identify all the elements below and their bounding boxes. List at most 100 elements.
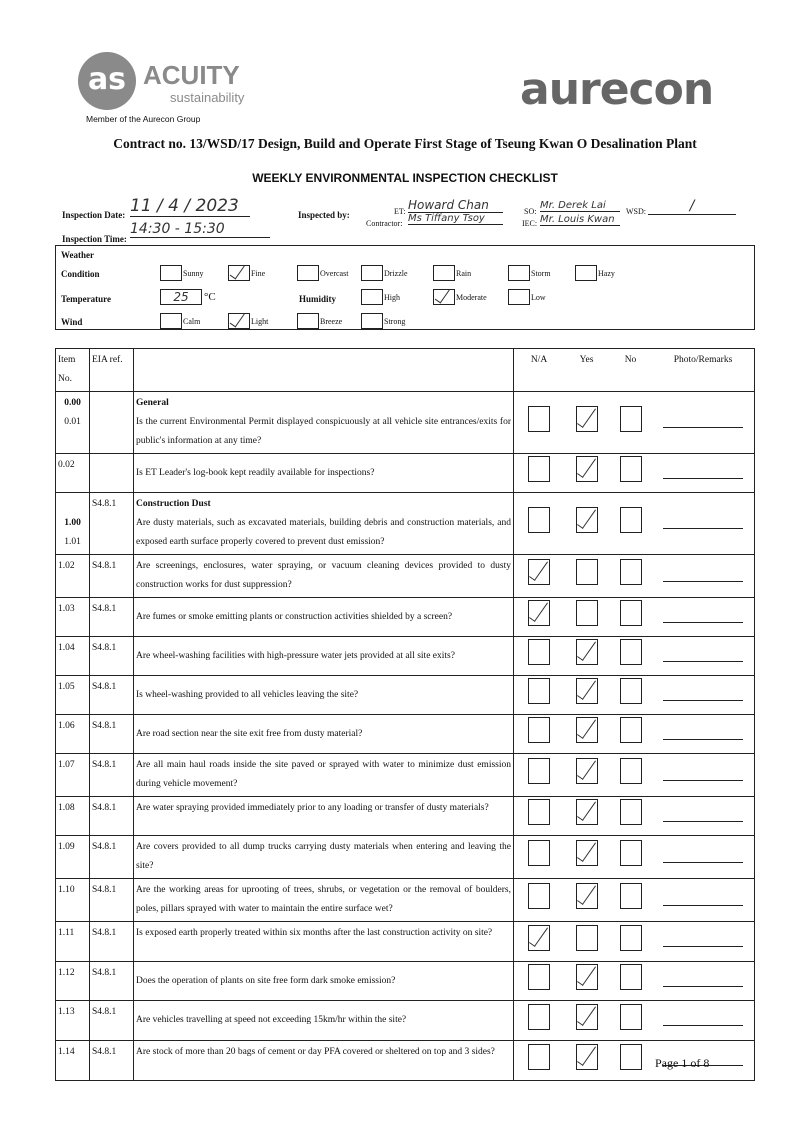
remarks-field[interactable] xyxy=(663,985,743,987)
checkbox-yes[interactable] xyxy=(575,506,598,533)
checkbox-na[interactable] xyxy=(528,1003,550,1030)
checkbox[interactable] xyxy=(228,265,250,281)
checkbox-no[interactable] xyxy=(619,799,642,825)
weather-option-low[interactable]: Low xyxy=(508,289,546,305)
weather-option-rain[interactable]: Rain xyxy=(433,265,471,281)
et-field[interactable]: Howard Chan xyxy=(408,198,503,213)
weather-option-sunny[interactable]: Sunny xyxy=(160,265,203,281)
checkbox-yes[interactable] xyxy=(575,840,598,866)
checkbox-no[interactable] xyxy=(619,456,642,482)
checkbox-yes[interactable] xyxy=(575,799,598,825)
remarks-field[interactable] xyxy=(663,699,743,701)
checkbox-na[interactable] xyxy=(528,758,550,784)
checkbox-yes[interactable] xyxy=(575,639,598,665)
checkbox-no[interactable] xyxy=(619,717,642,743)
checkbox-na[interactable] xyxy=(528,600,550,626)
checkbox-na[interactable] xyxy=(528,456,550,482)
checkbox[interactable] xyxy=(433,289,455,305)
checkbox[interactable] xyxy=(508,289,530,305)
checkbox-no[interactable] xyxy=(619,506,642,533)
remarks-field[interactable] xyxy=(663,861,743,863)
weather-option-fine[interactable]: Fine xyxy=(228,265,265,281)
checkbox-na[interactable] xyxy=(528,840,550,866)
weather-option-drizzle[interactable]: Drizzle xyxy=(361,265,408,281)
checkbox-yes[interactable] xyxy=(575,883,598,909)
checkbox[interactable] xyxy=(575,265,597,281)
checkbox-no[interactable] xyxy=(619,964,642,990)
checkbox-na[interactable] xyxy=(528,678,550,704)
inspection-time-field[interactable]: 14:30 - 15:30 xyxy=(130,221,270,238)
so-field[interactable]: Mr. Derek Lai xyxy=(540,200,620,212)
checkbox[interactable] xyxy=(297,313,319,329)
contractor-field[interactable]: Ms Tiffany Tsoy xyxy=(408,213,503,225)
remarks-field[interactable] xyxy=(663,820,743,822)
checkbox[interactable] xyxy=(361,313,383,329)
checkbox[interactable] xyxy=(433,265,455,281)
remarks-field[interactable] xyxy=(663,779,743,781)
checkbox-na[interactable] xyxy=(528,639,550,665)
checkbox-no[interactable] xyxy=(619,678,642,704)
weather-option-hazy[interactable]: Hazy xyxy=(575,265,615,281)
weather-option-high[interactable]: High xyxy=(361,289,400,305)
remarks-field[interactable] xyxy=(663,528,743,529)
weather-option-breeze[interactable]: Breeze xyxy=(297,313,342,329)
remarks-field[interactable] xyxy=(663,621,743,623)
checkbox-no[interactable] xyxy=(619,758,642,784)
checkbox-no[interactable] xyxy=(619,600,642,626)
remarks-field[interactable] xyxy=(663,580,743,582)
checkbox[interactable] xyxy=(160,313,182,329)
checkbox-na[interactable] xyxy=(528,559,550,585)
checkbox[interactable] xyxy=(361,265,383,281)
iec-field[interactable]: Mr. Louis Kwan xyxy=(540,214,620,226)
weather-option-overcast[interactable]: Overcast xyxy=(297,265,348,281)
checkbox-na[interactable] xyxy=(528,924,550,951)
remarks-field[interactable] xyxy=(663,1065,743,1066)
checkbox-yes[interactable] xyxy=(575,758,598,784)
checkbox-na[interactable] xyxy=(528,405,550,432)
checkbox-no[interactable] xyxy=(619,924,642,951)
remarks-field[interactable] xyxy=(663,738,743,740)
checkbox-na[interactable] xyxy=(528,717,550,743)
checkbox-no[interactable] xyxy=(619,1043,642,1070)
checkbox-no[interactable] xyxy=(619,405,642,432)
checkbox-no[interactable] xyxy=(619,840,642,866)
checkbox-na[interactable] xyxy=(528,506,550,533)
checkbox-yes[interactable] xyxy=(575,456,598,482)
weather-option-strong[interactable]: Strong xyxy=(361,313,405,329)
temperature-field[interactable]: 25 xyxy=(160,289,202,305)
checkbox-na[interactable] xyxy=(528,1043,550,1070)
inspection-date-field[interactable]: 11 / 4 / 2023 xyxy=(130,196,250,217)
checkbox-no[interactable] xyxy=(619,639,642,665)
checkbox-yes[interactable] xyxy=(575,924,598,951)
checkbox[interactable] xyxy=(508,265,530,281)
checkbox-yes[interactable] xyxy=(575,717,598,743)
weather-option-storm[interactable]: Storm xyxy=(508,265,551,281)
checkbox-yes[interactable] xyxy=(575,678,598,704)
remarks-field[interactable] xyxy=(663,477,743,479)
remarks-field[interactable] xyxy=(663,1025,743,1026)
weather-option-calm[interactable]: Calm xyxy=(160,313,200,329)
checkbox-yes[interactable] xyxy=(575,964,598,990)
checkbox[interactable] xyxy=(361,289,383,305)
remarks-field[interactable] xyxy=(663,946,743,947)
checkbox[interactable] xyxy=(160,265,182,281)
checkbox[interactable] xyxy=(297,265,319,281)
checkbox-na[interactable] xyxy=(528,964,550,990)
checkbox-no[interactable] xyxy=(619,559,642,585)
checkbox-yes[interactable] xyxy=(575,600,598,626)
checkbox-no[interactable] xyxy=(619,1003,642,1030)
checkbox-na[interactable] xyxy=(528,799,550,825)
remarks-field[interactable] xyxy=(663,427,743,428)
checkbox[interactable] xyxy=(228,313,250,329)
checkbox-yes[interactable] xyxy=(575,405,598,432)
checkbox-no[interactable] xyxy=(619,883,642,909)
checkbox-na[interactable] xyxy=(528,883,550,909)
checkbox-yes[interactable] xyxy=(575,1003,598,1030)
checkbox-yes[interactable] xyxy=(575,1043,598,1070)
wsd-field[interactable]: / xyxy=(648,198,736,215)
weather-option-light[interactable]: Light xyxy=(228,313,268,329)
checkbox-yes[interactable] xyxy=(575,559,598,585)
remarks-field[interactable] xyxy=(663,660,743,662)
weather-option-moderate[interactable]: Moderate xyxy=(433,289,487,305)
remarks-field[interactable] xyxy=(663,904,743,906)
